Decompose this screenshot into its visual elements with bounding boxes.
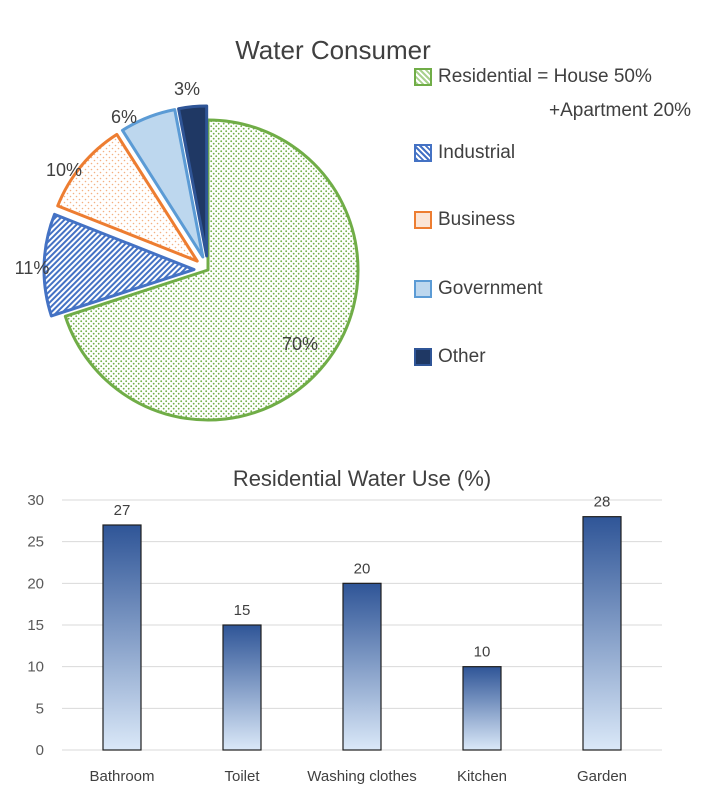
y-tick-label: 0 bbox=[36, 742, 44, 759]
bar-toilet bbox=[222, 624, 262, 751]
legend-label-industrial: Industrial bbox=[438, 142, 516, 163]
bar-value-label: 27 bbox=[114, 502, 131, 519]
pie-label-government: 6% bbox=[111, 107, 137, 127]
bar-chart: Residential Water Use (%) 0 5 10 15 20 25 30 2… bbox=[27, 466, 662, 785]
bar-washing-clothes bbox=[342, 582, 382, 751]
x-tick-label: Toilet bbox=[224, 768, 260, 785]
legend-item-residential: Residential = House 50% bbox=[414, 66, 652, 88]
legend-swatch-other bbox=[414, 348, 432, 366]
y-tick-label: 30 bbox=[27, 492, 44, 509]
bar-value-label: 28 bbox=[594, 494, 611, 511]
bar-bars: 27 15 20 10 28 bbox=[102, 494, 622, 751]
legend-swatch-residential bbox=[414, 68, 432, 86]
legend-item-other: Other bbox=[414, 346, 486, 368]
bar-value-label: 20 bbox=[354, 560, 371, 577]
legend-label-government: Government bbox=[438, 278, 543, 299]
legend-swatch-government bbox=[414, 280, 432, 298]
bar-garden bbox=[582, 516, 622, 751]
legend-item-industrial: Industrial bbox=[414, 142, 515, 164]
bar-x-axis: Bathroom Toilet Washing clothes Kitchen Gard… bbox=[89, 768, 627, 785]
pie-label-business: 10% bbox=[46, 160, 82, 180]
legend-label-business: Business bbox=[438, 209, 516, 230]
y-tick-label: 15 bbox=[27, 617, 44, 634]
x-tick-label: Garden bbox=[577, 768, 627, 785]
legend-label-other: Other bbox=[438, 346, 486, 367]
pie-slice-business bbox=[56, 132, 199, 263]
y-tick-label: 10 bbox=[27, 659, 44, 676]
pie-slice-government bbox=[120, 108, 205, 259]
y-tick-label: 25 bbox=[27, 534, 44, 551]
legend-item-government: Government bbox=[414, 278, 543, 300]
legend-item-business: Business bbox=[414, 209, 515, 231]
pie-slice-other bbox=[177, 104, 209, 258]
bar-y-axis: 0 5 10 15 20 25 30 bbox=[27, 492, 44, 759]
legend-swatch-business bbox=[414, 211, 432, 229]
bar-bathroom bbox=[102, 524, 142, 751]
pie-slice-residential bbox=[63, 118, 360, 422]
pie-slices bbox=[42, 104, 360, 422]
y-tick-label: 20 bbox=[27, 575, 44, 592]
pie-label-other: 3% bbox=[174, 79, 200, 99]
bar-value-label: 15 bbox=[234, 602, 251, 619]
pie-label-industrial: 11% bbox=[15, 258, 50, 278]
legend-swatch-industrial bbox=[414, 144, 432, 162]
pie-title: Water Consumer bbox=[235, 35, 431, 65]
legend-note: +Apartment 20% bbox=[549, 100, 692, 121]
x-tick-label: Kitchen bbox=[457, 768, 507, 785]
bar-value-label: 10 bbox=[474, 644, 491, 661]
bar-title: Residential Water Use (%) bbox=[233, 466, 491, 491]
x-tick-label: Washing clothes bbox=[307, 768, 417, 785]
x-tick-label: Bathroom bbox=[89, 768, 154, 785]
legend-label-residential: Residential = House 50% bbox=[438, 66, 652, 87]
y-tick-label: 5 bbox=[36, 700, 44, 717]
bar-kitchen bbox=[462, 666, 502, 751]
pie-slice-industrial bbox=[42, 212, 196, 318]
pie-labels: 70% 11% 10% 6% 3% bbox=[15, 79, 318, 354]
pie-chart: Water Consumer 70% 11% 10% 6% 3% bbox=[15, 35, 431, 422]
pie-label-residential: 70% bbox=[282, 334, 318, 354]
